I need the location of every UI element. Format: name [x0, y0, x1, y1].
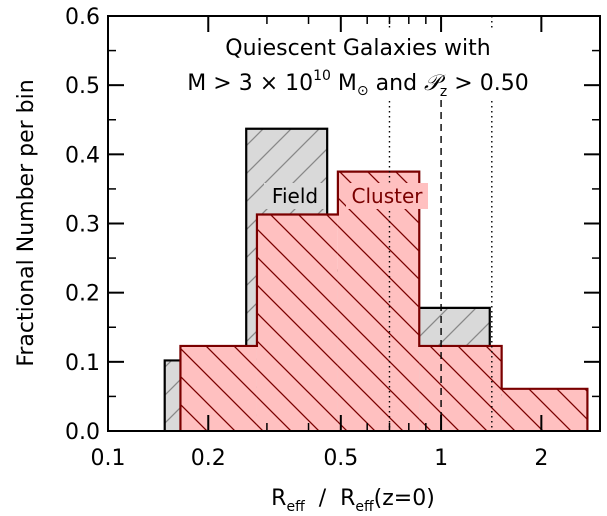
chart-title-line2: M > 3 × 1010 M⊙ and 𝒫z > 0.50 [187, 68, 528, 100]
legend-field-bg [264, 183, 326, 209]
y-tick-label: 0.5 [65, 74, 100, 99]
chart-title-line1: Quiescent Galaxies with [225, 36, 490, 61]
y-tick-label: 0.3 [65, 213, 100, 238]
cluster-bar [501, 388, 588, 431]
x-axis-label: Reff / Reff(z=0) [271, 486, 435, 515]
y-tick-label: 0.0 [65, 420, 100, 445]
cluster-bar [256, 214, 338, 431]
x-tick-label: 0.1 [91, 446, 126, 471]
x-tick-label: 0.5 [323, 446, 358, 471]
y-axis-label: Fractional Number per bin [14, 79, 39, 366]
legend-cluster-label: Cluster [352, 184, 424, 208]
cluster-bar [180, 345, 257, 431]
x-tick-label: 1 [434, 446, 448, 471]
cluster-bar [337, 171, 420, 431]
legend-field-label: Field [272, 184, 318, 208]
cluster-bar [419, 345, 502, 431]
title-background [138, 30, 578, 100]
cluster-outline [179, 170, 589, 431]
y-tick-label: 0.4 [65, 143, 100, 168]
x-tick-label: 0.2 [191, 446, 226, 471]
y-tick-label: 0.1 [65, 351, 100, 376]
y-tick-label: 0.2 [65, 282, 100, 307]
x-tick-label: 2 [534, 446, 548, 471]
y-tick-label: 0.6 [65, 5, 100, 30]
legend-cluster-bg [346, 183, 428, 209]
